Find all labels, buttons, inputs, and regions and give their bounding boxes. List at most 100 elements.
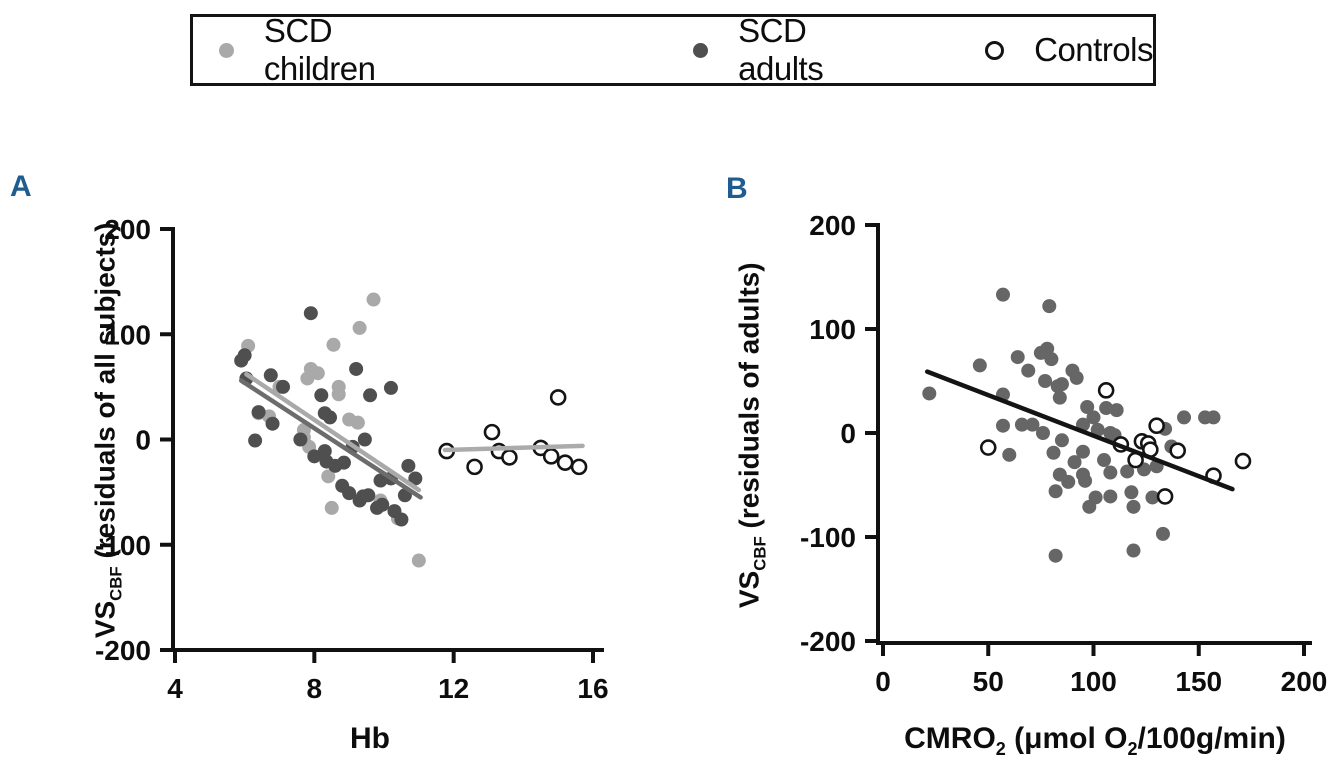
trend-line-controls-fit: [442, 443, 585, 453]
data-point-scd-adults: [251, 405, 266, 420]
data-point-scd-adults: [1124, 485, 1139, 500]
data-point-scd-adults: [357, 432, 372, 447]
data-point-controls: [1097, 382, 1115, 399]
y-tick-label: 100: [809, 314, 856, 345]
legend-item-scd-adults: SCD adults: [693, 12, 899, 88]
data-point-scd-children: [331, 387, 346, 402]
data-point-scd-adults: [1126, 543, 1141, 558]
data-point-scd-adults: [1099, 401, 1114, 416]
data-point-scd-adults: [1103, 489, 1118, 504]
data-point-scd-adults: [1088, 490, 1103, 505]
data-point-scd-adults: [293, 432, 308, 447]
data-point-scd-children: [350, 415, 365, 430]
legend-item-controls: Controls: [985, 31, 1153, 69]
panel-b-label: B: [726, 172, 748, 205]
panel-b-plot: 200 100 0 -100 -200 0 50 100 150 200: [800, 210, 1328, 697]
controls-marker-icon: [985, 40, 1005, 60]
data-point-scd-adults: [303, 306, 318, 321]
data-point-scd-adults: [1035, 426, 1050, 440]
data-point-controls: [1156, 488, 1174, 505]
trend-line-scd-children-fit: [244, 371, 422, 493]
y-tick-label: 0: [135, 425, 151, 456]
y-tick-label: -200: [95, 635, 151, 666]
data-point-controls: [549, 389, 567, 406]
x-tick-label: 8: [307, 673, 323, 704]
data-point-scd-adults: [342, 486, 357, 501]
y-tick-label: 100: [104, 319, 151, 350]
data-point-scd-adults: [995, 418, 1010, 433]
data-point-controls: [556, 454, 574, 471]
data-point-scd-adults: [248, 433, 263, 448]
panel-a-x-axis-title: Hb: [350, 722, 390, 755]
data-point-scd-adults: [1052, 390, 1067, 405]
trend-line-adults-fit: [924, 369, 1235, 492]
data-point-scd-adults: [1048, 484, 1063, 499]
data-point-controls: [483, 423, 501, 441]
x-tick-label: 0: [875, 666, 891, 697]
data-point-scd-adults: [237, 348, 252, 363]
data-point-scd-children: [326, 337, 341, 352]
data-point-scd-adults: [1014, 417, 1029, 432]
data-point-scd-adults: [363, 388, 378, 403]
x-tick-label: 100: [1070, 666, 1117, 697]
panel-a-plot: 200 100 0 -100 -200 4 8 12 16: [95, 214, 609, 704]
data-point-scd-children: [324, 500, 339, 515]
data-point-scd-adults: [1120, 464, 1135, 479]
data-point-scd-adults: [408, 471, 423, 486]
data-point-scd-adults: [1078, 473, 1093, 488]
y-tick-label: 0: [840, 418, 856, 449]
legend-label: Controls: [1034, 31, 1153, 68]
x-tick-label: 12: [438, 673, 469, 704]
data-point-scd-adults: [1021, 363, 1036, 378]
data-point-scd-adults: [1177, 410, 1192, 425]
x-tick-label: 150: [1175, 666, 1222, 697]
data-point-scd-adults: [1042, 299, 1057, 314]
data-point-scd-adults: [1086, 410, 1101, 425]
panel-b-x-axis-title: CMRO2 (μmol O2/100g/min): [904, 722, 1286, 759]
data-point-scd-children: [321, 469, 336, 484]
data-point-scd-adults: [922, 386, 937, 401]
data-point-scd-adults: [1044, 352, 1059, 367]
data-point-scd-children: [310, 366, 325, 381]
data-point-scd-adults: [1025, 417, 1040, 432]
data-point-controls: [1169, 442, 1187, 459]
scd-children-marker-icon: [219, 42, 234, 58]
data-point-scd-adults: [265, 416, 280, 431]
data-point-controls: [1234, 452, 1252, 470]
data-point-scd-adults: [1048, 548, 1063, 563]
data-point-scd-adults: [1002, 447, 1017, 462]
data-point-scd-adults: [972, 358, 987, 373]
data-point-scd-adults: [317, 444, 332, 459]
legend-item-scd-children: SCD children: [219, 12, 451, 88]
data-point-scd-adults: [1080, 400, 1095, 414]
data-point-scd-adults: [307, 449, 322, 464]
y-tick-label: 200: [104, 214, 151, 245]
data-point-scd-adults: [314, 388, 329, 403]
legend: SCD children SCD adults Controls: [190, 12, 1156, 88]
x-tick-label: 50: [973, 666, 1004, 697]
data-point-scd-adults: [263, 368, 278, 383]
data-point-scd-children: [366, 292, 381, 307]
data-point-scd-children: [352, 320, 367, 335]
panel-a-label: A: [10, 170, 32, 203]
data-point-scd-adults: [373, 473, 388, 488]
data-point-scd-adults: [1046, 445, 1061, 460]
data-point-scd-adults: [361, 488, 376, 503]
trend-line-scd-adults-fit: [238, 378, 423, 500]
data-point-scd-adults: [995, 287, 1010, 302]
data-point-scd-adults: [1145, 490, 1160, 505]
data-point-scd-adults: [349, 361, 364, 376]
data-point-scd-adults: [323, 410, 338, 425]
data-point-scd-adults: [1038, 374, 1053, 388]
data-point-scd-adults: [1090, 422, 1105, 437]
x-tick-label: 200: [1281, 666, 1328, 697]
data-point-scd-adults: [1010, 350, 1025, 365]
data-point-controls: [466, 458, 483, 476]
legend-label: SCD adults: [738, 12, 824, 87]
y-tick-label: 200: [809, 210, 856, 241]
data-point-controls: [570, 458, 588, 476]
data-point-scd-adults: [1103, 465, 1118, 480]
data-point-scd-adults: [1075, 444, 1090, 459]
data-point-scd-adults: [375, 497, 390, 512]
data-point-scd-children: [411, 553, 426, 568]
